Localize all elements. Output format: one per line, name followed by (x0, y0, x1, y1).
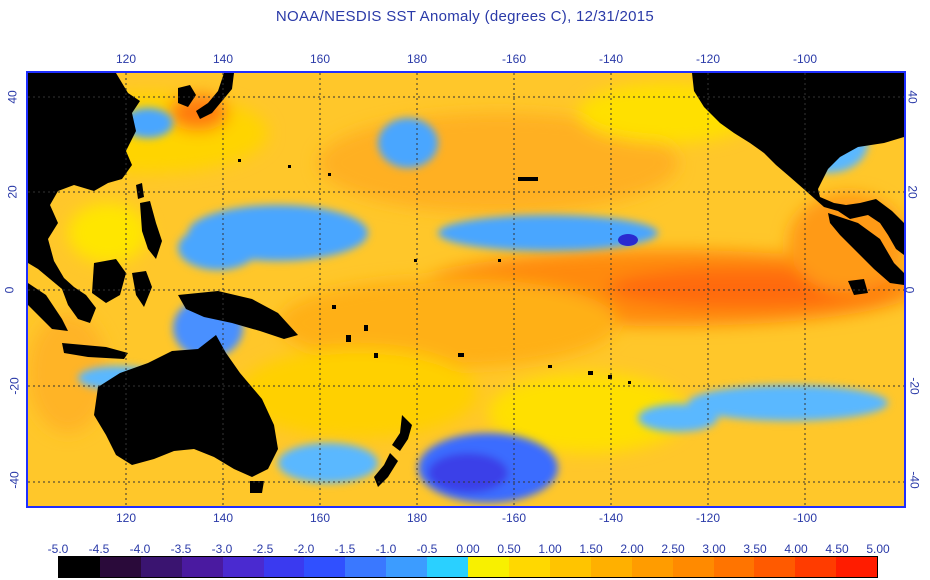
colorbar-cell (549, 557, 591, 577)
sst-anomaly-map (26, 71, 906, 508)
lat-label-20-left: 20 (5, 185, 20, 199)
colorbar-label: 0.00 (456, 542, 480, 556)
tasmania-land (250, 481, 264, 493)
lat-label-0-left: 0 (2, 286, 17, 294)
lon-label-120-top: 120 (115, 52, 137, 66)
lon-label-m140-bottom: -140 (598, 511, 624, 525)
colorbar-cell (754, 557, 796, 577)
colorbar-label: -1.0 (375, 542, 397, 556)
colorbar-cell (713, 557, 755, 577)
colorbar-cell (836, 557, 878, 577)
lon-label-m100-top: -100 (792, 52, 818, 66)
lat-label-m40-right: -40 (907, 471, 922, 489)
lon-label-160-top: 160 (309, 52, 331, 66)
java-land (62, 343, 128, 359)
lon-label-m160-top: -160 (501, 52, 527, 66)
australia-land (94, 335, 278, 477)
land-masses (28, 73, 904, 493)
lat-label-40-left: 40 (5, 90, 20, 104)
colorbar-cell (672, 557, 714, 577)
colorbar-label: 5.00 (866, 542, 890, 556)
galapagos-land (848, 279, 868, 295)
japan-land (196, 73, 234, 119)
new-zealand-south-land (374, 453, 398, 487)
colorbar-label: 1.00 (538, 542, 562, 556)
asia-land (28, 73, 140, 323)
colorbar-cell (508, 557, 550, 577)
lon-label-m160-bottom: -160 (501, 511, 527, 525)
colorbar-cell (345, 557, 387, 577)
colorbar-cell (427, 557, 469, 577)
lat-label-40-right: 40 (905, 90, 920, 104)
lon-label-180-bottom: 180 (406, 511, 428, 525)
colorbar (58, 556, 878, 578)
colorbar-label: -3.0 (211, 542, 233, 556)
colorbar-label: 0.50 (497, 542, 521, 556)
colorbar-cell (631, 557, 673, 577)
colorbar-label: 1.50 (579, 542, 603, 556)
colorbar-label: 2.00 (620, 542, 644, 556)
philippines-land (140, 201, 162, 259)
lon-label-140-top: 140 (212, 52, 234, 66)
lon-label-120-bottom: 120 (115, 511, 137, 525)
taiwan-land (136, 183, 144, 199)
colorbar-label: -2.5 (252, 542, 274, 556)
lat-label-20-right: 20 (905, 185, 920, 199)
borneo-land (92, 259, 126, 303)
cool-spot (618, 234, 638, 246)
islands (238, 159, 631, 384)
sumatra-land (28, 283, 68, 331)
colorbar-cell (304, 557, 346, 577)
lon-label-m120-top: -120 (695, 52, 721, 66)
colorbar-cell (222, 557, 264, 577)
lon-label-m140-top: -140 (598, 52, 624, 66)
lon-label-m120-bottom: -120 (695, 511, 721, 525)
lon-label-m100-bottom: -100 (792, 511, 818, 525)
lon-label-140-bottom: 140 (212, 511, 234, 525)
colorbar-label: -4.5 (88, 542, 110, 556)
colorbar-label: -4.0 (129, 542, 151, 556)
colorbar-cell (59, 557, 100, 577)
colorbar-cell (99, 557, 141, 577)
lon-label-160-bottom: 160 (309, 511, 331, 525)
map-title: NOAA/NESDIS SST Anomaly (degrees C), 12/… (275, 8, 655, 25)
lat-label-m20-right: -20 (907, 377, 922, 395)
lat-label-m40-left: -40 (7, 471, 22, 489)
colorbar-label: -3.5 (170, 542, 192, 556)
lat-label-m20-left: -20 (7, 377, 22, 395)
colorbar-label: 4.50 (825, 542, 849, 556)
colorbar-cell (386, 557, 428, 577)
colorbar-label: -1.5 (334, 542, 356, 556)
colorbar-cell (140, 557, 182, 577)
map-canvas (28, 73, 904, 506)
colorbar-label: 4.00 (784, 542, 808, 556)
korea-land (178, 85, 196, 107)
colorbar-label: -5.0 (47, 542, 69, 556)
colorbar-label: 3.50 (743, 542, 767, 556)
sulawesi-land (132, 271, 152, 307)
north-america-land (692, 73, 904, 255)
new-guinea-land (178, 291, 298, 339)
lon-label-180-top: 180 (406, 52, 428, 66)
colorbar-label: 2.50 (661, 542, 685, 556)
graticule (28, 73, 904, 506)
colorbar-cell (263, 557, 305, 577)
colorbar-label: -2.0 (293, 542, 315, 556)
colorbar-cell (468, 557, 509, 577)
colorbar-cell (795, 557, 837, 577)
central-america-land (828, 213, 904, 285)
colorbar-cell (181, 557, 223, 577)
colorbar-label: 3.00 (702, 542, 726, 556)
new-zealand-north-land (392, 415, 412, 451)
colorbar-label: -0.5 (416, 542, 438, 556)
colorbar-cell (590, 557, 632, 577)
